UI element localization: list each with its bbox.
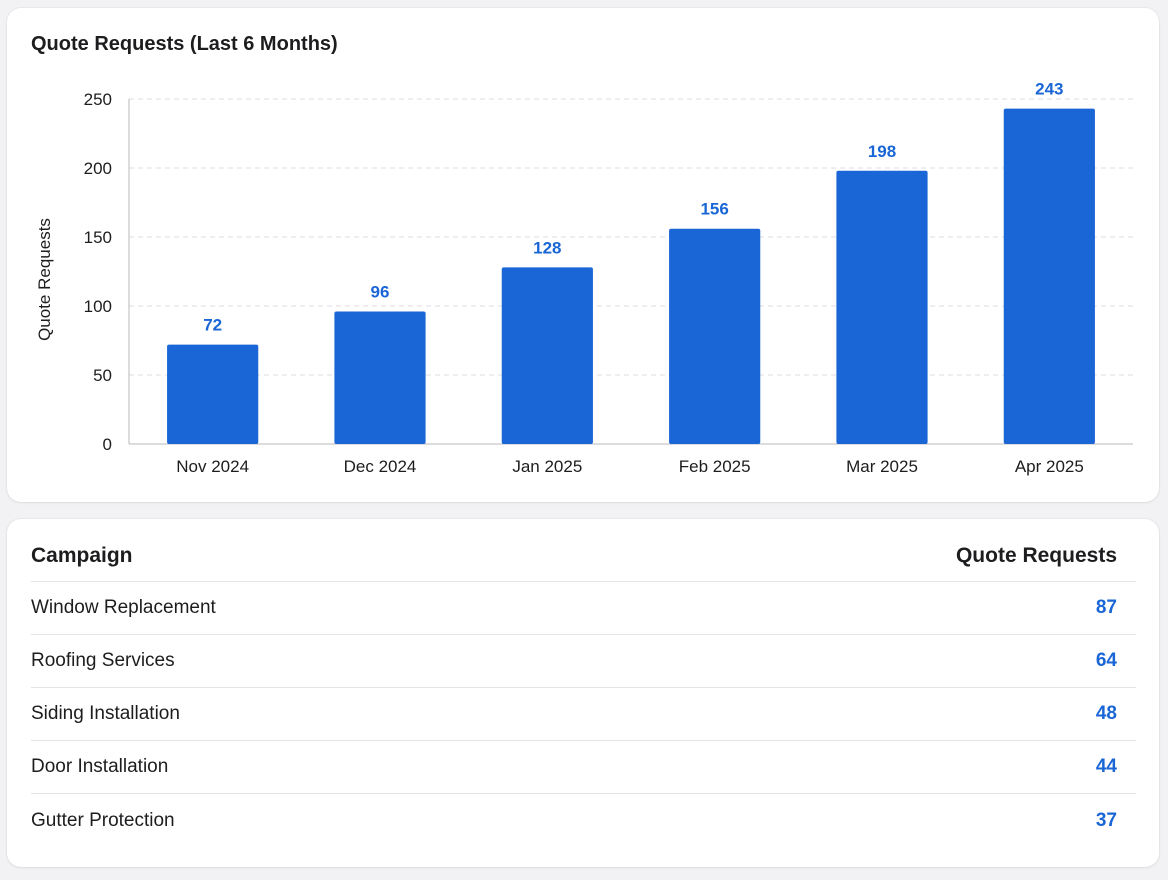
y-tick-label: 100 bbox=[84, 297, 112, 316]
campaign-name: Gutter Protection bbox=[31, 809, 175, 831]
table-row: Window Replacement 87 bbox=[31, 582, 1136, 635]
campaign-quote-count: 87 bbox=[1095, 597, 1117, 618]
table-row: Gutter Protection 37 bbox=[31, 794, 1136, 847]
campaign-name: Door Installation bbox=[31, 756, 169, 777]
y-tick-label: 150 bbox=[84, 228, 112, 247]
table-row: Door Installation 44 bbox=[31, 741, 1136, 794]
bar bbox=[167, 344, 259, 444]
column-header-campaign: Campaign bbox=[31, 544, 133, 567]
bar-value-label: 243 bbox=[1035, 80, 1063, 99]
campaign-quote-count: 44 bbox=[1095, 756, 1117, 777]
bar-value-label: 198 bbox=[868, 142, 896, 161]
campaign-table-card: Campaign Quote Requests Window Replaceme… bbox=[7, 519, 1159, 867]
campaign-name: Window Replacement bbox=[31, 597, 216, 618]
bar-value-label: 156 bbox=[700, 200, 728, 219]
x-tick-label: Nov 2024 bbox=[176, 457, 249, 476]
y-tick-label: 0 bbox=[103, 435, 112, 454]
bar-value-label: 72 bbox=[203, 316, 222, 335]
y-tick-label: 50 bbox=[93, 366, 112, 385]
campaign-quote-count: 64 bbox=[1095, 650, 1117, 671]
chart-card: Quote Requests (Last 6 Months) 0 50 100 150… bbox=[7, 8, 1159, 502]
x-tick-label: Feb 2025 bbox=[679, 457, 751, 476]
x-tick-label: Jan 2025 bbox=[512, 457, 582, 476]
y-axis-label: Quote Requests bbox=[35, 218, 54, 341]
x-tick-label: Apr 2025 bbox=[1015, 457, 1084, 476]
bar-value-label: 96 bbox=[371, 283, 390, 302]
campaign-name: Roofing Services bbox=[31, 650, 175, 671]
bar bbox=[836, 170, 928, 444]
x-tick-label: Mar 2025 bbox=[846, 457, 918, 476]
table-header-row: Campaign Quote Requests bbox=[31, 531, 1136, 582]
campaign-quote-count: 48 bbox=[1095, 703, 1117, 724]
campaign-quote-count: 37 bbox=[1095, 809, 1117, 831]
bar bbox=[669, 228, 761, 444]
y-tick-label: 200 bbox=[84, 159, 112, 178]
campaign-name: Siding Installation bbox=[31, 703, 180, 724]
column-header-quote-requests: Quote Requests bbox=[955, 544, 1117, 567]
bar bbox=[501, 267, 593, 444]
bar bbox=[334, 311, 426, 444]
bar-chart: 0 50 100 150 200 250 Quote Requests 72 Nov 2024 9… bbox=[35, 80, 1133, 476]
table-row: Roofing Services 64 bbox=[31, 635, 1136, 688]
bar bbox=[1003, 108, 1095, 444]
bar-value-label: 128 bbox=[533, 238, 561, 257]
table-row: Siding Installation 48 bbox=[31, 688, 1136, 741]
chart-title: Quote Requests (Last 6 Months) bbox=[31, 33, 338, 55]
x-tick-label: Dec 2024 bbox=[344, 457, 417, 476]
campaign-table: Campaign Quote Requests Window Replaceme… bbox=[31, 531, 1136, 847]
y-tick-label: 250 bbox=[84, 90, 112, 109]
